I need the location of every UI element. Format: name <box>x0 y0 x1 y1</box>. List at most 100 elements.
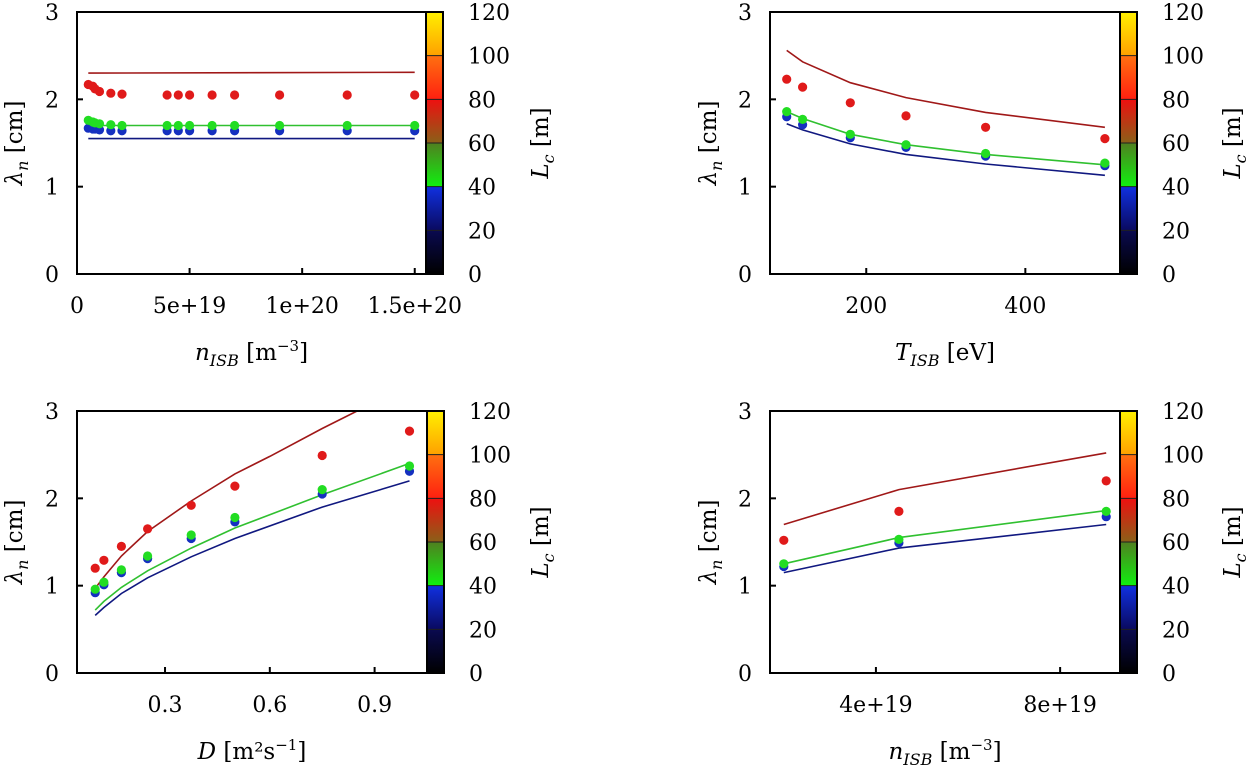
colorbar-band <box>1120 411 1137 455</box>
data-point-green <box>404 461 415 471</box>
colorbar-label: Lc [m] <box>1220 506 1250 578</box>
x-axis-label: nISB [m−3] <box>888 736 1001 766</box>
colorbar-tick-label: 0 <box>469 662 483 687</box>
series-line-blue <box>786 123 1105 177</box>
data-point-green <box>230 512 240 523</box>
data-point-red <box>173 90 183 100</box>
data-point-green <box>106 120 116 130</box>
x-axis-label: nISB [m−3] <box>195 337 308 370</box>
data-point-green <box>779 559 789 569</box>
series-line-red <box>783 452 1107 526</box>
y-tick-label: 0 <box>738 662 752 687</box>
colorbar-band <box>1120 454 1137 499</box>
data-point-red <box>186 500 196 510</box>
colorbar: 0 20 40 60 80 100 120 <box>425 1 510 288</box>
data-point-green <box>798 114 808 124</box>
colorbar-tick-label: 120 <box>468 1 510 26</box>
y-tick-label: 2 <box>45 88 59 113</box>
data-point-green <box>1100 158 1110 168</box>
y-tick-label: 1 <box>738 176 752 201</box>
data-point-red <box>99 555 109 565</box>
x-tick-label: 1e+20 <box>265 294 338 319</box>
colorbar-band <box>1120 498 1137 542</box>
colorbar-tick-label: 0 <box>1162 263 1176 288</box>
data-point-green <box>143 551 153 561</box>
colorbar-band <box>1120 99 1137 143</box>
data-point-red <box>275 90 285 100</box>
y-tick-label: 1 <box>45 176 59 201</box>
data-point-green <box>186 530 196 540</box>
y-tick-label: 0 <box>45 662 59 687</box>
colorbar-frame <box>425 11 444 275</box>
data-point-green <box>845 129 855 139</box>
data-point-green <box>894 534 904 545</box>
data-point-red <box>317 450 327 461</box>
x-tick-label: 200 <box>845 294 887 319</box>
colorbar: 0 20 40 60 80 100 120 <box>1119 1 1204 288</box>
colorbar-tick-label: 100 <box>469 444 511 469</box>
series-line-red <box>94 411 358 589</box>
colorbar-tick-label: 20 <box>468 219 496 244</box>
x-tick-label: 0.9 <box>357 693 392 718</box>
data-point-green <box>782 107 792 117</box>
colorbar-band <box>427 629 444 673</box>
data-point-red <box>207 90 217 100</box>
data-point-red <box>404 426 415 436</box>
x-axis-label: TISB [eV] <box>895 340 995 370</box>
colorbar-band <box>426 55 443 100</box>
x-tick-label: 4e+19 <box>839 693 912 718</box>
data-point-red <box>342 90 352 100</box>
data-point-green <box>981 148 991 159</box>
x-tick-label: 400 <box>1004 294 1046 319</box>
y-tick-label: 3 <box>45 400 59 425</box>
data-point-green <box>230 120 240 131</box>
x-tick-label: 0.6 <box>252 693 287 718</box>
data-point-green <box>173 120 183 131</box>
colorbar-band <box>1120 55 1137 100</box>
data-point-red <box>1100 134 1110 144</box>
data-point-red <box>106 88 116 98</box>
colorbar-frame <box>1119 11 1138 275</box>
chart-panel-3: 0 1 2 3 0.3 0.6 0.9 0 20 40 60 80 100 120 D [m²s−1] λn … <box>2 400 558 765</box>
x-tick-label: 1.5e+20 <box>368 294 462 319</box>
data-point-red <box>981 122 991 132</box>
colorbar-tick-label: 20 <box>1162 219 1190 244</box>
y-tick-label: 0 <box>45 263 59 288</box>
colorbar-band <box>427 585 444 630</box>
colorbar-tick-label: 80 <box>1162 88 1190 113</box>
colorbar-tick-label: 100 <box>1162 45 1204 70</box>
colorbar-tick-label: 120 <box>469 400 511 425</box>
chart-panel-4: 0 1 2 3 4e+19 8e+19 0 20 40 60 80 100 120 nISB [m−3] λ… <box>696 400 1250 766</box>
colorbar-band <box>1120 585 1137 630</box>
data-point-red <box>117 89 127 99</box>
data-point-red <box>894 506 904 516</box>
data-point-red <box>94 86 105 97</box>
colorbar-band <box>426 99 443 143</box>
y-axis-label: λn [cm] <box>2 500 32 586</box>
y-axis-label: λn [cm] <box>2 101 32 187</box>
colorbar-tick-label: 80 <box>469 487 497 512</box>
series-line-blue <box>94 480 410 616</box>
data-point-red <box>845 98 855 108</box>
colorbar-band <box>426 143 443 187</box>
y-axis-label: λn [cm] <box>696 500 726 586</box>
y-tick-label: 0 <box>738 263 752 288</box>
data-point-red <box>779 535 789 545</box>
colorbar-band <box>1120 542 1137 586</box>
colorbar-band <box>1120 629 1137 673</box>
colorbar-band <box>427 542 444 586</box>
x-tick-label: 0.3 <box>148 693 183 718</box>
data-point-red <box>230 481 240 491</box>
colorbar-tick-label: 60 <box>469 531 497 556</box>
y-axis-label: λn [cm] <box>696 101 726 187</box>
y-tick-label: 3 <box>738 400 752 425</box>
series-line-green <box>786 110 1105 166</box>
colorbar-tick-label: 0 <box>1162 662 1176 687</box>
data-point-green <box>410 120 420 131</box>
colorbar-band <box>426 12 443 56</box>
series-line-red <box>88 71 415 74</box>
data-point-green <box>901 140 911 150</box>
data-point-red <box>90 563 100 573</box>
colorbar-tick-label: 100 <box>1162 444 1204 469</box>
